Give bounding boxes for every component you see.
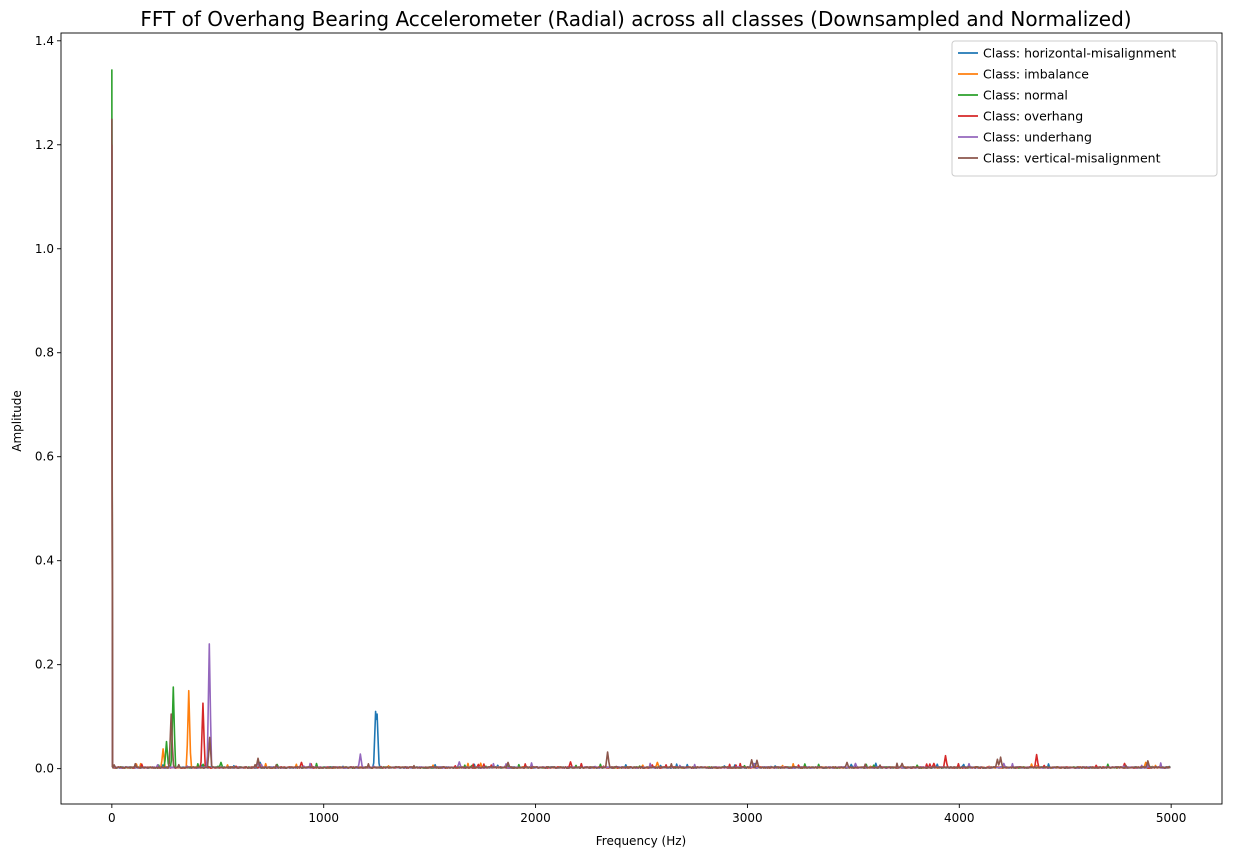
series-line-2	[111, 144, 1171, 769]
y-tick-label: 0.8	[35, 346, 54, 360]
y-axis: 0.0 0.2 0.4 0.6 0.8 1.0 1.2 1.4	[35, 34, 61, 776]
y-tick-label: 1.0	[35, 242, 54, 256]
series-line-4	[111, 144, 1171, 769]
series-line-6	[111, 118, 1171, 769]
x-axis-label: Frequency (Hz)	[596, 834, 687, 848]
legend-entry-label: Class: overhang	[983, 109, 1083, 124]
y-axis-label: Amplitude	[10, 390, 24, 452]
series-line-1	[111, 118, 1171, 769]
legend-entry-label: Class: horizontal-misalignment	[983, 46, 1176, 61]
y-tick-label: 0.4	[35, 554, 54, 568]
legend: Class: horizontal-misalignment Class: imb…	[951, 40, 1218, 177]
plot-area	[111, 69, 1171, 769]
x-tick-label: 2000	[520, 811, 551, 825]
x-axis: 0 1000 2000 3000 4000 5000	[108, 804, 1186, 825]
legend-entry-label: Class: normal	[983, 88, 1068, 103]
x-tick-label: 3000	[732, 811, 763, 825]
x-tick-label: 4000	[944, 811, 975, 825]
chart-title: FFT of Overhang Bearing Accelerometer (R…	[140, 7, 1131, 31]
y-tick-label: 0.2	[35, 658, 54, 672]
y-tick-label: 0.6	[35, 450, 54, 464]
y-tick-label: 0.0	[35, 762, 54, 776]
plot-frame	[60, 32, 1223, 805]
legend-box	[951, 40, 1218, 177]
y-tick-label: 1.2	[35, 138, 54, 152]
x-tick-label: 1000	[308, 811, 339, 825]
legend-entry-label: Class: underhang	[983, 130, 1092, 145]
x-tick-label: 0	[108, 811, 116, 825]
legend-entry-label: Class: vertical-misalignment	[983, 151, 1161, 166]
legend-entry-label: Class: imbalance	[983, 67, 1089, 82]
y-tick-label: 1.4	[35, 34, 54, 48]
series-line-5	[111, 144, 1171, 769]
x-tick-label: 5000	[1156, 811, 1187, 825]
